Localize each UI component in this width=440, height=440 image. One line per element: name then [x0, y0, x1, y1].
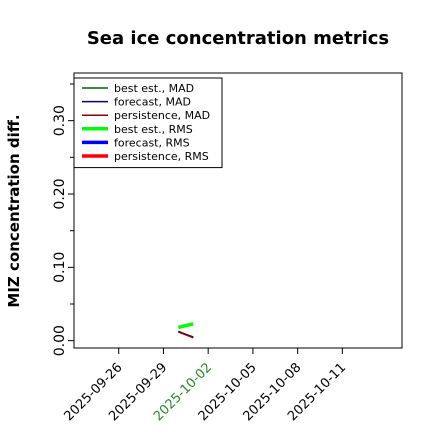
- y-tick-label: 0.10: [52, 252, 68, 283]
- legend-label: persistence, MAD: [114, 109, 210, 122]
- y-axis-label: MIZ concentration diff.: [5, 114, 23, 307]
- legend-label: forecast, RMS: [114, 136, 190, 149]
- chart-title: Sea ice concentration metrics: [87, 28, 389, 49]
- legend-label: persistence, RMS: [114, 150, 209, 163]
- y-tick-label: 0.00: [52, 325, 68, 356]
- series-line-3: [177, 322, 194, 330]
- legend-label: best est., MAD: [114, 82, 194, 95]
- legend-label: forecast, MAD: [114, 96, 191, 109]
- y-axis: 0.00 0.10 0.20 0.30: [52, 83, 74, 356]
- y-tick-label: 0.30: [52, 105, 68, 136]
- legend-box: [73, 77, 223, 169]
- x-axis: 2025-09-262025-09-292025-10-022025-10-05…: [62, 348, 349, 424]
- plot-frame: [73, 72, 403, 349]
- series-group: [177, 322, 194, 339]
- series-line-2: [178, 331, 194, 339]
- y-tick-label: 0.20: [52, 178, 68, 209]
- legend-label: best est., RMS: [114, 123, 193, 136]
